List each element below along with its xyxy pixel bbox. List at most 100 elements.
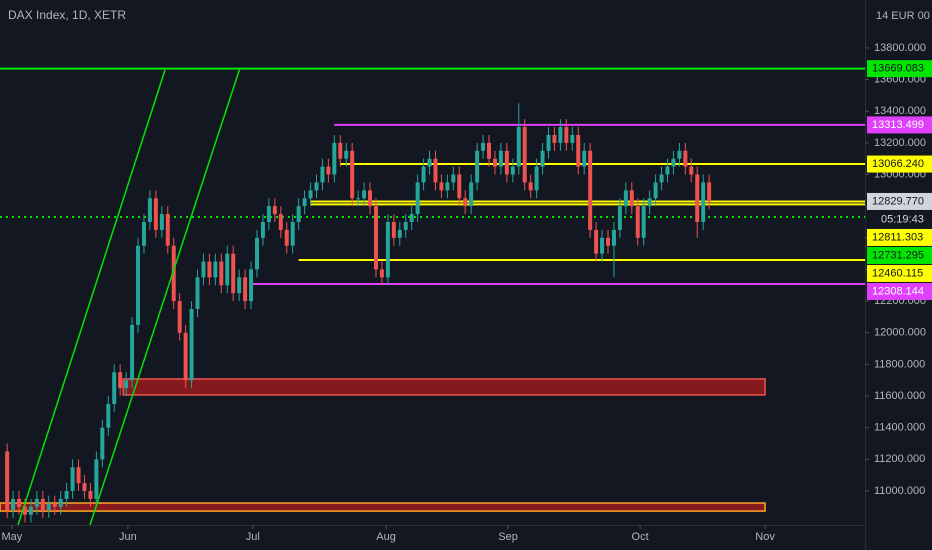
plot-area bbox=[0, 67, 865, 523]
candle-body bbox=[600, 237, 605, 254]
candle-body bbox=[260, 221, 265, 238]
candle-body bbox=[695, 174, 700, 222]
price-label: 12829.770 bbox=[872, 195, 924, 207]
candle-body bbox=[308, 190, 313, 199]
candle-body bbox=[647, 198, 652, 207]
candle-body bbox=[94, 459, 99, 499]
candle-body bbox=[641, 206, 646, 238]
candle-body bbox=[415, 182, 420, 215]
channel-line bbox=[89, 67, 241, 526]
price-label-box bbox=[867, 246, 932, 264]
candle-body bbox=[70, 467, 75, 491]
price-label-box bbox=[867, 155, 932, 173]
candle-body bbox=[28, 506, 33, 515]
candle-body bbox=[463, 198, 468, 207]
candle-body bbox=[373, 206, 378, 270]
zone bbox=[0, 502, 766, 512]
candle-body bbox=[290, 221, 295, 246]
candle-body bbox=[510, 166, 515, 175]
y-tick-label: 11600.000 bbox=[874, 390, 925, 402]
x-tick-label: Sep bbox=[498, 531, 518, 543]
candle-body bbox=[564, 127, 569, 143]
candle-body bbox=[522, 127, 527, 183]
candle-body bbox=[22, 506, 27, 515]
candle-body bbox=[528, 182, 533, 191]
candle-body bbox=[344, 150, 349, 159]
candle-body bbox=[391, 221, 396, 238]
candle-body bbox=[165, 214, 170, 246]
candle-body bbox=[296, 206, 301, 222]
y-tick-label: 11800.000 bbox=[874, 358, 925, 370]
candle-body bbox=[189, 309, 194, 381]
price-label-box bbox=[867, 228, 932, 246]
candle-body bbox=[147, 198, 152, 222]
candle-body bbox=[207, 261, 212, 278]
candle-body bbox=[141, 221, 146, 246]
price-label: 12308.144 bbox=[872, 285, 924, 297]
candle-body bbox=[671, 158, 676, 167]
candle-body bbox=[255, 237, 260, 270]
candle-body bbox=[159, 214, 164, 230]
candle-body bbox=[469, 182, 474, 207]
candle-body bbox=[100, 427, 105, 460]
candle-body bbox=[617, 206, 622, 230]
countdown-box bbox=[867, 210, 932, 228]
candle-body bbox=[350, 150, 355, 199]
x-tick-label: Jul bbox=[246, 531, 260, 543]
candle-body bbox=[130, 324, 135, 381]
candle-body bbox=[284, 229, 289, 246]
candle-body bbox=[397, 229, 402, 238]
candle-body bbox=[379, 269, 384, 278]
candle-body bbox=[11, 498, 16, 510]
candle-body bbox=[588, 150, 593, 230]
candle-body bbox=[605, 237, 610, 246]
candle-body bbox=[249, 269, 254, 302]
x-tick-label: Nov bbox=[755, 531, 775, 543]
chart-title: DAX Index, 1D, XETR bbox=[8, 8, 126, 22]
candle-body bbox=[582, 150, 587, 167]
candle-body bbox=[653, 182, 658, 199]
candle-body bbox=[409, 214, 414, 222]
x-tick-label: Aug bbox=[376, 531, 396, 543]
zone bbox=[122, 378, 766, 396]
candle-body bbox=[118, 372, 123, 389]
candle-body bbox=[64, 490, 69, 499]
price-label-box bbox=[867, 116, 932, 134]
candle-body bbox=[504, 150, 509, 175]
price-label-box bbox=[867, 264, 932, 282]
candle-body bbox=[623, 190, 628, 207]
x-tick-label: Oct bbox=[632, 531, 649, 543]
candle-body bbox=[457, 174, 462, 199]
candle-body bbox=[332, 142, 337, 175]
axis-unit: 14 EUR 00 bbox=[876, 10, 930, 22]
candle-body bbox=[201, 261, 206, 278]
candle-body bbox=[570, 134, 575, 143]
countdown: 05:19:43 bbox=[881, 213, 924, 225]
y-tick-label: 11400.000 bbox=[874, 422, 925, 434]
x-tick-label: Jun bbox=[119, 531, 137, 543]
candle-body bbox=[219, 261, 224, 286]
candle-body bbox=[498, 150, 503, 167]
candle-body bbox=[302, 198, 307, 207]
channel-line bbox=[17, 69, 166, 526]
candle-body bbox=[707, 182, 712, 202]
candle-body bbox=[231, 253, 236, 294]
candle-body bbox=[183, 332, 188, 381]
candle-body bbox=[314, 182, 319, 191]
candle-body bbox=[136, 245, 141, 325]
candle-body bbox=[445, 182, 450, 191]
candle-body bbox=[243, 277, 248, 302]
candle-body bbox=[278, 214, 283, 230]
y-tick-label: 12000.000 bbox=[874, 327, 926, 339]
price-label-box bbox=[867, 60, 932, 78]
candle-body bbox=[368, 190, 373, 207]
candle-body bbox=[611, 229, 616, 246]
price-label: 12460.115 bbox=[872, 267, 923, 279]
candle-body bbox=[659, 174, 664, 183]
candle-body bbox=[433, 158, 438, 183]
price-label: 13313.499 bbox=[872, 119, 924, 131]
candle-body bbox=[213, 261, 218, 278]
y-tick-label: 13400.000 bbox=[874, 105, 926, 117]
